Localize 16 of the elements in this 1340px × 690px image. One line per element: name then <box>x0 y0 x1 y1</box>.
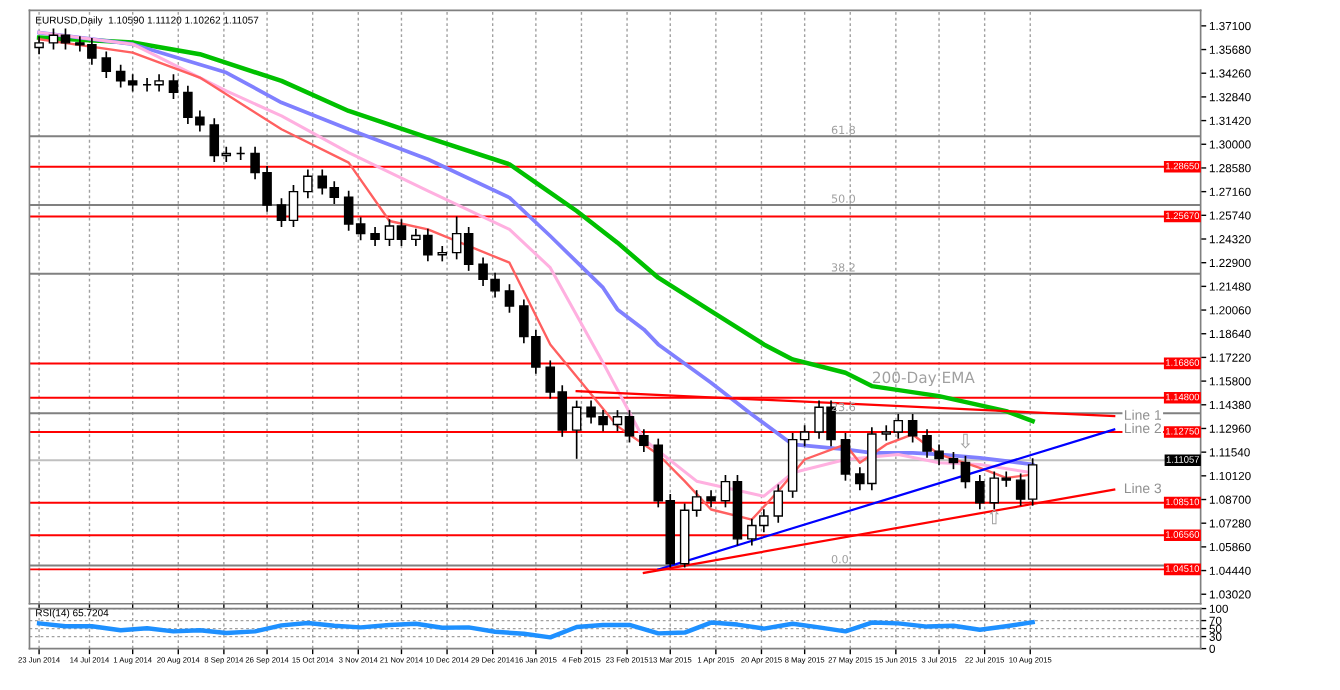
candlestick <box>571 399 582 460</box>
candlestick <box>773 483 784 524</box>
candlestick <box>504 283 515 314</box>
annotation: ⇩ <box>960 433 971 449</box>
candlestick <box>975 474 985 511</box>
candlestick <box>34 35 44 56</box>
candlestick <box>370 226 380 247</box>
candlestick <box>639 428 649 453</box>
annotation: ⇧ <box>989 509 1000 525</box>
candlestick <box>303 168 313 200</box>
candlestick <box>101 50 112 79</box>
candlestick <box>168 73 179 100</box>
candlestick <box>907 413 918 444</box>
candlestick <box>437 245 448 263</box>
line-series <box>36 619 1035 640</box>
candlestick <box>840 432 851 482</box>
